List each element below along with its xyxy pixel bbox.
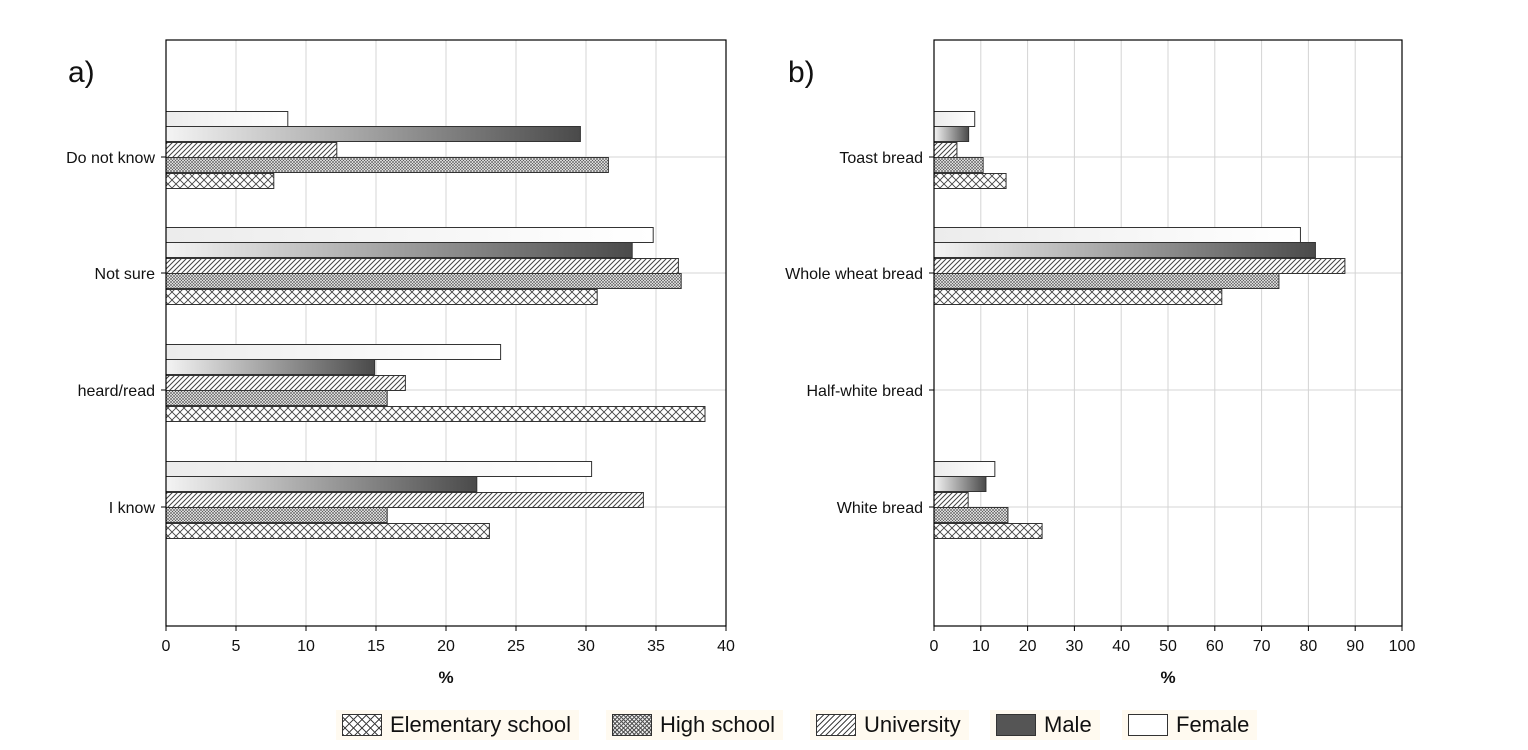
legend-label: Elementary school: [390, 712, 571, 737]
bar-female-not-sure: [165, 227, 654, 243]
bar-elementary-school-toast-bread: [933, 173, 1007, 189]
bar-elementary-school-not-sure: [165, 289, 598, 305]
bar-university-white-bread: [933, 492, 969, 508]
bar-male-whole-wheat-bread: [933, 242, 1316, 258]
bar-female-heard-read: [165, 344, 502, 360]
x-tick-label: 40: [1112, 638, 1130, 655]
x-tick-label: 0: [930, 638, 939, 655]
bar-university-not-sure: [165, 258, 679, 274]
y-tick-label: Do not know: [66, 150, 155, 167]
bar-female-i-know: [165, 461, 593, 477]
bar-elementary-school-heard-read: [165, 406, 706, 422]
x-axis-label: %: [1160, 668, 1175, 687]
x-tick-label: 10: [297, 638, 315, 655]
y-tick-label: I know: [109, 500, 156, 517]
bar-high-school-do-not-know: [165, 157, 609, 173]
bar-university-toast-bread: [933, 142, 958, 158]
bar-university-heard-read: [165, 375, 406, 391]
x-tick-label: 60: [1206, 638, 1224, 655]
x-tick-label: 0: [162, 638, 171, 655]
y-tick-label: Whole wheat bread: [785, 266, 923, 283]
x-tick-label: 10: [972, 638, 990, 655]
legend-label: University: [864, 712, 961, 737]
bar-high-school-not-sure: [165, 273, 682, 289]
legend-item-elementary-school: Elementary school: [336, 710, 579, 740]
panel-label: a): [68, 56, 95, 89]
y-tick-label: Half-white bread: [807, 383, 924, 400]
legend-item-university: University: [810, 710, 969, 740]
legend-label: Male: [1044, 712, 1092, 737]
x-tick-label: 25: [507, 638, 525, 655]
bar-high-school-white-bread: [933, 507, 1009, 523]
bar-elementary-school-white-bread: [933, 523, 1043, 539]
legend-label: High school: [660, 712, 775, 737]
bar-male-i-know: [165, 476, 478, 492]
panel-a: 0 5 10 15 20 25 30 35 40 Do not know Not sure heard…: [66, 39, 735, 687]
legend-swatch-high-school: [612, 714, 652, 736]
legend-swatch-male: [996, 714, 1036, 736]
panel-b: 0 10 20 30 40 50 60 70 80 90 100 Toast bread Whole w…: [785, 39, 1416, 687]
x-tick-label: 30: [577, 638, 595, 655]
bar-male-do-not-know: [165, 126, 581, 142]
bar-male-white-bread: [933, 476, 987, 492]
x-tick-label: 20: [437, 638, 455, 655]
y-tick-label: heard/read: [78, 383, 155, 400]
x-tick-label: 35: [647, 638, 665, 655]
x-tick-label: 100: [1389, 638, 1416, 655]
bar-high-school-toast-bread: [933, 157, 984, 173]
x-axis-label: %: [438, 668, 453, 687]
bar-elementary-school-do-not-know: [165, 173, 275, 189]
y-tick-label: White bread: [837, 500, 923, 517]
legend-swatch-university: [816, 714, 856, 736]
bar-elementary-school-i-know: [165, 523, 490, 539]
x-tick-label: 70: [1253, 638, 1271, 655]
bar-female-whole-wheat-bread: [933, 227, 1301, 243]
bar-male-heard-read: [165, 359, 376, 375]
legend: Elementary school High school University…: [0, 704, 1528, 746]
bar-university-whole-wheat-bread: [933, 258, 1346, 274]
x-tick-label: 15: [367, 638, 385, 655]
legend-item-male: Male: [990, 710, 1100, 740]
y-tick-label: Not sure: [95, 266, 156, 283]
x-tick-label: 50: [1159, 638, 1177, 655]
x-tick-label: 30: [1066, 638, 1084, 655]
panel-label: b): [788, 56, 815, 89]
x-tick-label: 40: [717, 638, 735, 655]
x-tick-label: 20: [1019, 638, 1037, 655]
legend-item-high-school: High school: [606, 710, 783, 740]
bar-elementary-school-whole-wheat-bread: [933, 289, 1223, 305]
bar-university-do-not-know: [165, 142, 338, 158]
legend-swatch-elementary-school: [342, 714, 382, 736]
x-tick-label: 5: [232, 638, 241, 655]
legend-item-female: Female: [1122, 710, 1258, 740]
bar-female-white-bread: [933, 461, 996, 477]
figure: 0 5 10 15 20 25 30 35 40 Do not know Not sure heard…: [66, 39, 1416, 687]
bar-female-do-not-know: [165, 111, 289, 127]
x-tick-label: 90: [1346, 638, 1364, 655]
bar-female-toast-bread: [933, 111, 976, 127]
bar-high-school-i-know: [165, 507, 388, 523]
bar-male-not-sure: [165, 242, 633, 258]
y-tick-label: Toast bread: [839, 150, 923, 167]
bar-university-i-know: [165, 492, 644, 508]
legend-swatch-female: [1128, 714, 1168, 736]
bar-high-school-whole-wheat-bread: [933, 273, 1280, 289]
bar-high-school-heard-read: [165, 390, 388, 406]
x-tick-label: 80: [1300, 638, 1318, 655]
legend-label: Female: [1176, 712, 1250, 737]
bar-male-toast-bread: [933, 126, 970, 142]
